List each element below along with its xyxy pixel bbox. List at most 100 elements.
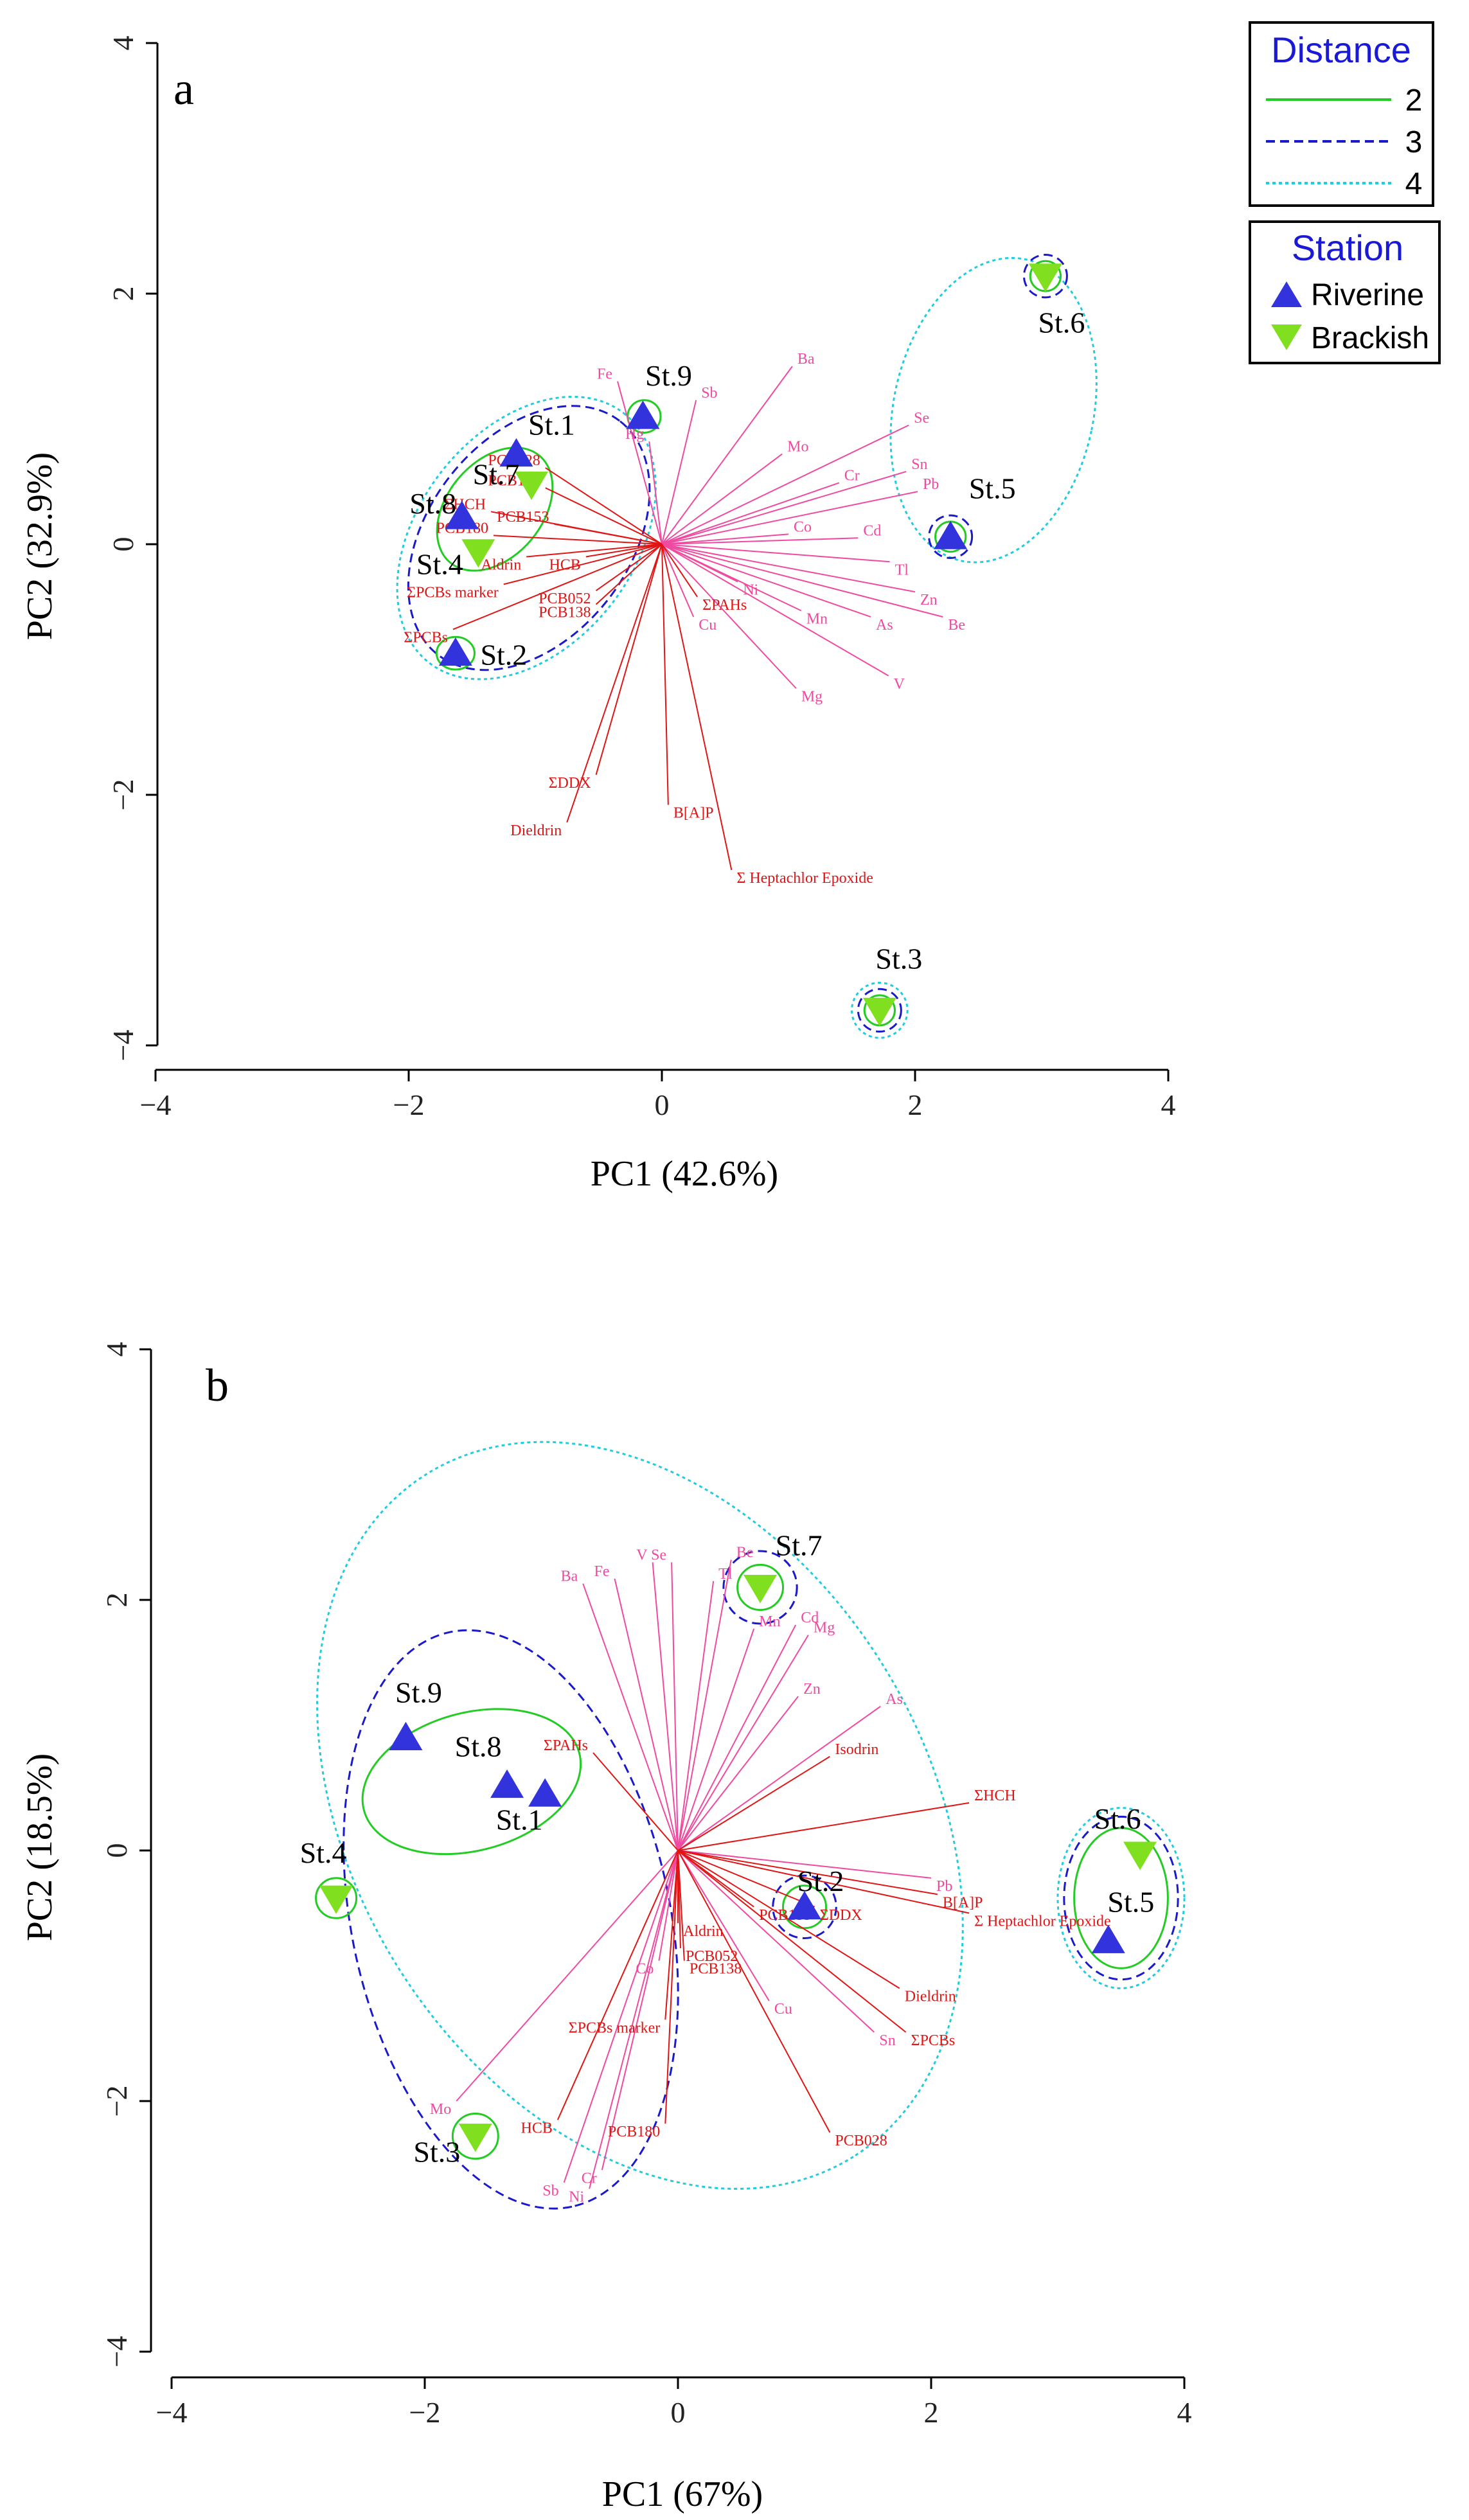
- panel-b-vector-label-v: V: [636, 1547, 648, 1564]
- legend-distance-box: [1249, 21, 1434, 207]
- panel-b-vector-label-sn: Sn: [879, 2032, 895, 2049]
- panel-b-station-marker-st3: [458, 2124, 492, 2152]
- legend-brackish-triangle-down-icon: [1271, 324, 1302, 350]
- panel-a-vector-b-a-p: [661, 544, 669, 805]
- panel-b-station-marker-st2: [788, 1891, 821, 1920]
- panel-a-vector-hcb: [585, 544, 663, 558]
- legend-distance: Distance 2 3 4: [1249, 21, 1434, 207]
- panel-b-vector-pcbs: [677, 1850, 907, 2033]
- panel-b-x-axis-title: PC1 (67%): [602, 2474, 763, 2514]
- legend-brackish-label: Brackish: [1311, 321, 1429, 355]
- panel-a-station-marker-st1: [499, 438, 533, 467]
- panel-a-station-label-st5: St.5: [969, 472, 1016, 504]
- panel-a-vector-co: [661, 533, 789, 545]
- panel-a-vector-label-tl: Tl: [895, 562, 909, 578]
- panel-a-vector-pcb028: [545, 467, 663, 545]
- panel-a-x-axis-title: PC1 (42.6%): [591, 1154, 778, 1194]
- panel-a-y-tick-label: 2: [107, 287, 139, 301]
- panel-b-ellipse-distance-3: [343, 1629, 679, 2210]
- panel-a-vector-label-v: V: [894, 676, 905, 693]
- panel-b-vector-label-ddx: ΣDDX: [820, 1907, 862, 1924]
- panel-a-vector-label-pcbs: ΣPCBs: [404, 630, 448, 646]
- panel-b-y-tick-label: 0: [100, 1843, 133, 1858]
- panel-b-ellipse-distance-2: [451, 2113, 499, 2160]
- panel-a-vector-label-ba: Ba: [797, 351, 815, 368]
- panel-b-vector-zn: [677, 1696, 799, 1851]
- panel-b-station-marker-st9: [389, 1721, 423, 1750]
- panel-a-vector-label-cd: Cd: [863, 522, 881, 539]
- panel-a-vector-mn: [661, 544, 802, 612]
- legend-riverine-label: Riverine: [1311, 278, 1424, 312]
- panel-a-vector-label-mg: Mg: [801, 688, 823, 705]
- panel-b-vector-label-pcbs: ΣPCBs: [911, 2032, 956, 2049]
- panel-a-station-marker-st4: [461, 539, 495, 568]
- panel-b-x-tick-label: 0: [671, 2396, 686, 2429]
- panel-a-x-tick-label: 0: [655, 1088, 670, 1121]
- panel-a-vector-pcb180: [493, 535, 663, 545]
- panel-a-vector-label-b-a-p: B[A]P: [673, 805, 714, 822]
- panel-b-vector-mn: [677, 1628, 755, 1851]
- panel-a-vector-zn: [661, 544, 916, 593]
- panel-a-vector-label-pcb153: PCB153: [497, 509, 549, 526]
- panel-b-vector-label-pcb138: PCB138: [690, 1961, 742, 1978]
- panel-b-station-label-st2: St.2: [797, 1865, 844, 1897]
- panel-a-ellipse-distance-4: [889, 257, 1098, 563]
- panel-b-ellipse-distance-3: [772, 1874, 837, 1939]
- panel-b-station-marker-st4: [319, 1885, 353, 1914]
- panel-b-vector-label-mn: Mn: [759, 1613, 780, 1630]
- panel-b-vector-co: [658, 1850, 679, 1961]
- panel-a-vector-label-be: Be: [948, 617, 965, 634]
- panel-a-vector-cr: [661, 482, 840, 545]
- panel-a-vector-pcbs: [452, 544, 663, 630]
- panel-a-y-axis-title: PC2 (32.9%): [20, 452, 60, 640]
- panel-b-vector-pb: [677, 1850, 932, 1879]
- panel-b-vector-heptachlor-epoxide: [677, 1850, 970, 1914]
- panel-b-vector-label-hch: ΣHCH: [974, 1788, 1016, 1804]
- panel-b-station-label-st4: St.4: [300, 1836, 347, 1869]
- panel-a-vector-label-aldrin: Aldrin: [481, 557, 522, 574]
- legend-distance-title: Distance: [1271, 30, 1411, 70]
- panel-a-vector-label-hcb: HCB: [549, 557, 580, 574]
- panel-a-vector-label-fe: Fe: [597, 366, 612, 383]
- panel-a-vector-label-mn: Mn: [806, 610, 828, 627]
- panel-b-vector-sb: [563, 1850, 679, 2183]
- panel-b-y-tick-label: 4: [100, 1342, 133, 1357]
- panel-b-x-tick-label: −4: [156, 2396, 188, 2429]
- panel-b-vector-label-pcb028: PCB028: [835, 2133, 887, 2149]
- panel-a-x-tick-label: −2: [393, 1088, 425, 1121]
- panel-b-vector-hch: [677, 1802, 970, 1851]
- panel-b-y-tick-label: −4: [100, 2336, 133, 2368]
- panel-b-vector-label-be: Be: [736, 1545, 754, 1561]
- panel-a-vector-v: [661, 544, 889, 677]
- panel-a-vector-ba: [661, 366, 793, 545]
- panel-a-vector-label-pahs: ΣPAHs: [702, 597, 747, 614]
- panel-a-vector-label-pcbs-marker: ΣPCBs marker: [407, 584, 499, 601]
- panel-a-vector-be: [661, 544, 943, 618]
- panel-b-station-label-st3: St.3: [413, 2136, 460, 2169]
- panel-b-vector-label-pcb180: PCB180: [608, 2124, 660, 2140]
- panel-b-vector-pcb180: [664, 1850, 679, 2124]
- panel-b-vector-fe: [614, 1578, 679, 1851]
- panel-b-vector-label-dieldrin: Dieldrin: [905, 1989, 956, 2005]
- panel-a-vector-heptachlor-epoxide: [661, 544, 733, 871]
- legend-riverine-triangle-up-icon: [1271, 281, 1302, 307]
- panel-a-ellipses: [396, 254, 1098, 1039]
- panel-b-vector-label-aldrin: Aldrin: [683, 1923, 724, 1940]
- panel-a-station-marker-st5: [934, 520, 968, 549]
- panel-a-vector-label-mo: Mo: [787, 439, 808, 456]
- panel-a-ellipse-distance-3: [1022, 254, 1068, 299]
- panel-b-ellipse-distance-3: [1063, 1815, 1179, 1981]
- panel-b-vector-ni: [589, 1850, 679, 2189]
- panel-a-x-tick-label: −4: [140, 1088, 172, 1121]
- panel-a-vector-dieldrin: [566, 544, 663, 823]
- panel-b-vector-label-ba: Ba: [561, 1568, 578, 1585]
- panel-b-vector-be: [677, 1559, 732, 1851]
- panel-a-vector-mg: [661, 544, 797, 689]
- panel-a-vector-pcb052: [595, 544, 663, 591]
- panel-b-vector-label-zn: Zn: [803, 1681, 821, 1698]
- panel-b-vector-tl: [677, 1581, 715, 1851]
- panel-a-ellipse-distance-2: [435, 635, 476, 671]
- panel-a-vector-fe: [617, 381, 663, 545]
- panel-a-y-tick-label: −2: [107, 779, 139, 811]
